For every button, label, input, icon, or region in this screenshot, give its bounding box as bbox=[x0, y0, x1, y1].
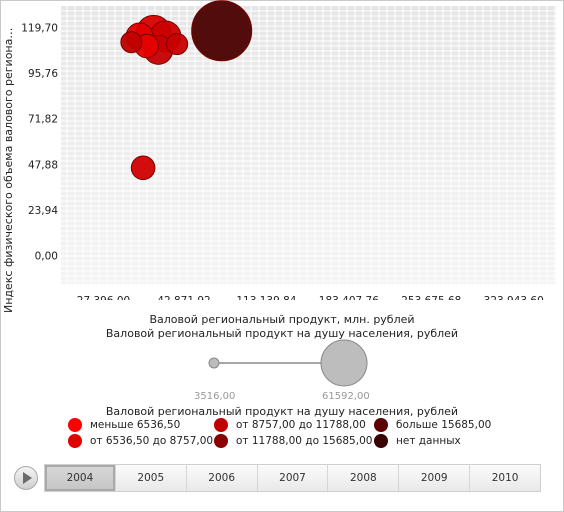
year-tab-2008[interactable]: 2008 bbox=[328, 465, 400, 491]
y-tick-label: 119,70 bbox=[21, 23, 58, 35]
bubbles bbox=[120, 0, 253, 181]
x-tick-label: 253 675,68 bbox=[401, 295, 461, 300]
color-legend-title: Валовой региональный продукт на душу нас… bbox=[105, 405, 459, 418]
bubble-point[interactable] bbox=[191, 0, 253, 62]
year-selector: 2004 2005 2006 2007 2008 2009 2010 bbox=[44, 464, 541, 492]
x-tick-label: 113 139,84 bbox=[236, 295, 296, 300]
x-tick-label: 42 871,92 bbox=[157, 295, 210, 300]
year-tab-2006[interactable]: 2006 bbox=[187, 465, 258, 491]
year-tab-2010[interactable]: 2010 bbox=[491, 472, 519, 484]
x-axis-ticks: -27 396,00 42 871,92 113 139,84 183 407,76 2… bbox=[73, 295, 544, 300]
legend-item-11788-15685: от 11788,00 до 15685,00 bbox=[214, 434, 372, 448]
x-tick-label: 323 943,60 bbox=[484, 295, 544, 300]
x-tick-label: 183 407,76 bbox=[319, 295, 379, 300]
size-legend bbox=[208, 339, 368, 387]
y-tick-label: 47,88 bbox=[28, 159, 58, 171]
legend-item-6536-8757: от 6536,50 до 8757,00 bbox=[68, 434, 213, 448]
bubble-point[interactable] bbox=[130, 155, 156, 181]
size-legend-max-value: 61592,00 bbox=[322, 391, 370, 402]
bubble-chart: 0,00 23,94 47,88 71,82 95,76 119,70 -27 396,0… bbox=[21, 0, 556, 300]
bubble-point[interactable] bbox=[120, 31, 143, 54]
timeline: 2004 2005 2006 2007 2008 2009 2010 bbox=[14, 464, 562, 494]
year-tab-2009[interactable]: 2009 bbox=[399, 465, 471, 491]
legend-dot bbox=[374, 418, 388, 432]
legend-dot bbox=[68, 418, 82, 432]
size-legend-max-marker bbox=[320, 339, 368, 387]
y-tick-label: 0,00 bbox=[35, 250, 58, 262]
legend-item-less-6536: меньше 6536,50 bbox=[68, 418, 180, 432]
play-button[interactable] bbox=[14, 466, 38, 490]
legend-item-no-data: нет данных bbox=[374, 434, 461, 448]
year-tab-2005[interactable]: 2005 bbox=[116, 465, 187, 491]
legend-dot bbox=[68, 434, 82, 448]
legend-dot bbox=[214, 434, 228, 448]
x-tick-label: -27 396,00 bbox=[73, 295, 130, 300]
y-axis-ticks: 0,00 23,94 47,88 71,82 95,76 119,70 bbox=[21, 23, 58, 263]
y-tick-label: 71,82 bbox=[28, 114, 58, 126]
legend-dot bbox=[214, 418, 228, 432]
legend-item-more-15685: больше 15685,00 bbox=[374, 418, 491, 432]
size-legend-min-value: 3516,00 bbox=[194, 391, 236, 402]
size-legend-title: Валовой региональный продукт на душу нас… bbox=[105, 327, 459, 340]
y-tick-label: 95,76 bbox=[28, 68, 58, 80]
legend-dot bbox=[374, 434, 388, 448]
year-tab-2004[interactable]: 2004 bbox=[45, 465, 116, 491]
legend-item-8757-11788: от 8757,00 до 11788,00 bbox=[214, 418, 366, 432]
year-tab-2007[interactable]: 2007 bbox=[258, 465, 329, 491]
x-axis-label: Валовой региональный продукт, млн. рубле… bbox=[149, 313, 415, 326]
size-legend-min-marker bbox=[208, 357, 220, 369]
y-tick-label: 23,94 bbox=[28, 205, 58, 217]
bubble-point[interactable] bbox=[166, 33, 189, 56]
